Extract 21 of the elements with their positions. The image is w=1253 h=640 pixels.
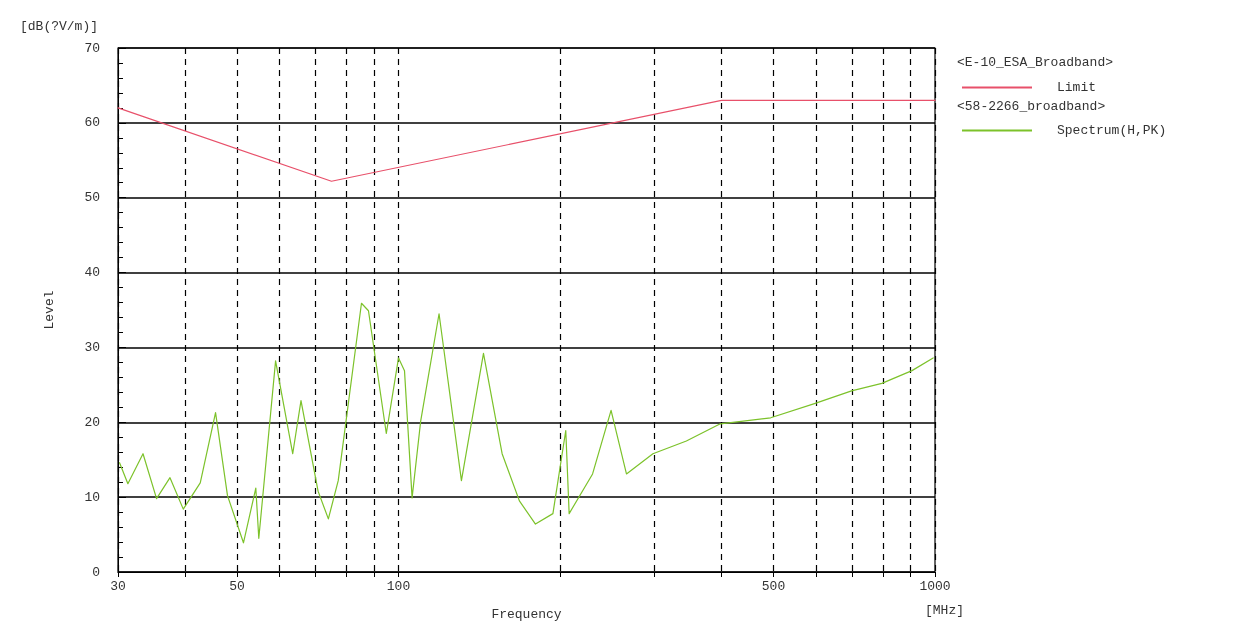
- y-tick-label: 60: [84, 115, 100, 131]
- y-tick-label: 0: [92, 564, 100, 580]
- x-tick-label: 100: [386, 579, 411, 594]
- text: [dB(?V/m)]: [20, 19, 99, 34]
- y-tick-label: 20: [84, 414, 100, 430]
- text: [MHz]: [925, 603, 965, 618]
- text: Limit: [1057, 80, 1097, 95]
- y-tick-label: 30: [84, 339, 100, 355]
- x-tick-label: 1000: [919, 579, 951, 594]
- y-tick-label: 70: [84, 40, 100, 56]
- text: <58-2266_broadband>: [957, 99, 1106, 114]
- text: <E-10_ESA_Broadband>: [957, 55, 1114, 70]
- x-tick-label: 30: [110, 579, 126, 594]
- x-axis-title: Frequency: [491, 607, 562, 622]
- text: Spectrum(H,PK): [1057, 123, 1167, 138]
- x-tick-label: 50: [229, 579, 245, 594]
- x-tick-label: 500: [761, 579, 786, 594]
- y-tick-label: 40: [84, 265, 100, 281]
- y-tick-label: 50: [84, 190, 100, 206]
- y-axis-title: Level: [42, 290, 57, 330]
- y-tick-label: 10: [84, 489, 100, 505]
